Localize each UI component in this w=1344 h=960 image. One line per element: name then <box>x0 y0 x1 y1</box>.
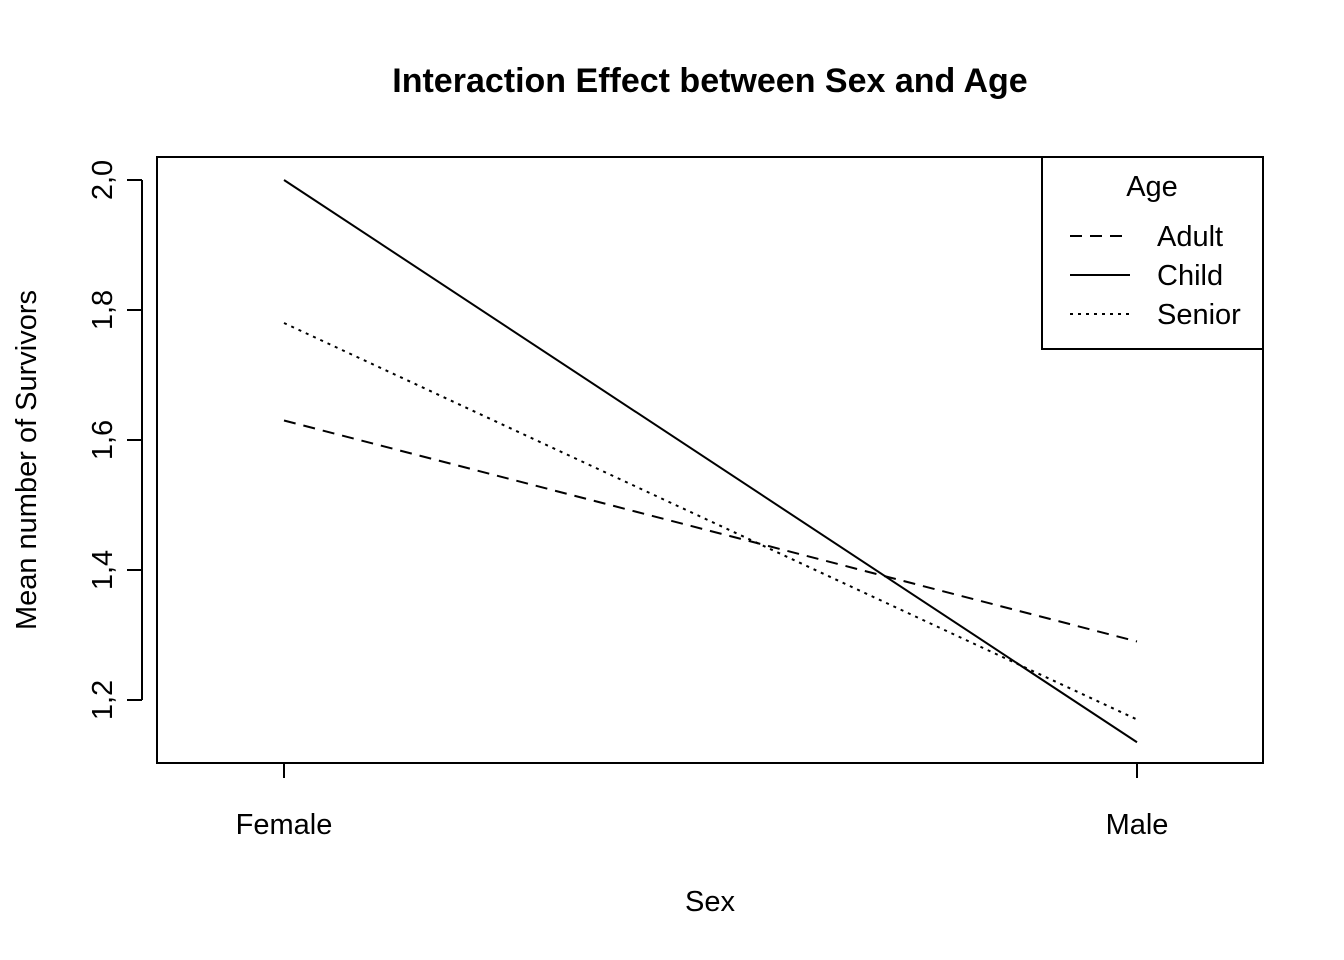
y-tick-label: 1,2 <box>87 680 119 720</box>
chart-title: Interaction Effect between Sex and Age <box>392 62 1027 100</box>
y-tick-label: 1,4 <box>87 550 119 590</box>
y-tick-label: 1,8 <box>87 290 119 330</box>
legend: Age Adult Child Senior <box>1041 156 1264 350</box>
legend-label-child: Child <box>1157 260 1223 292</box>
legend-label-senior: Senior <box>1157 299 1241 331</box>
series-line-adult <box>283 419 1138 643</box>
series-lines <box>283 179 1138 744</box>
x-axis-label: Sex <box>685 886 735 918</box>
y-axis-label: Mean number of Survivors <box>11 290 43 630</box>
y-axis: 1,2 1,4 1,6 1,8 2,0 <box>87 160 143 720</box>
legend-items: Adult Child Senior <box>1070 221 1241 331</box>
plot-frame <box>156 156 1264 764</box>
series-line-child <box>283 179 1138 744</box>
legend-label-adult: Adult <box>1157 221 1223 253</box>
legend-title: Age <box>1126 171 1178 203</box>
y-tick-label: 1,6 <box>87 420 119 460</box>
x-tick-label: Female <box>236 809 333 841</box>
legend-box <box>1041 156 1264 350</box>
x-tick-label: Male <box>1106 809 1169 841</box>
series-line-senior <box>283 322 1138 721</box>
x-axis: Female Male <box>236 763 1169 841</box>
y-tick-label: 2,0 <box>87 160 119 200</box>
